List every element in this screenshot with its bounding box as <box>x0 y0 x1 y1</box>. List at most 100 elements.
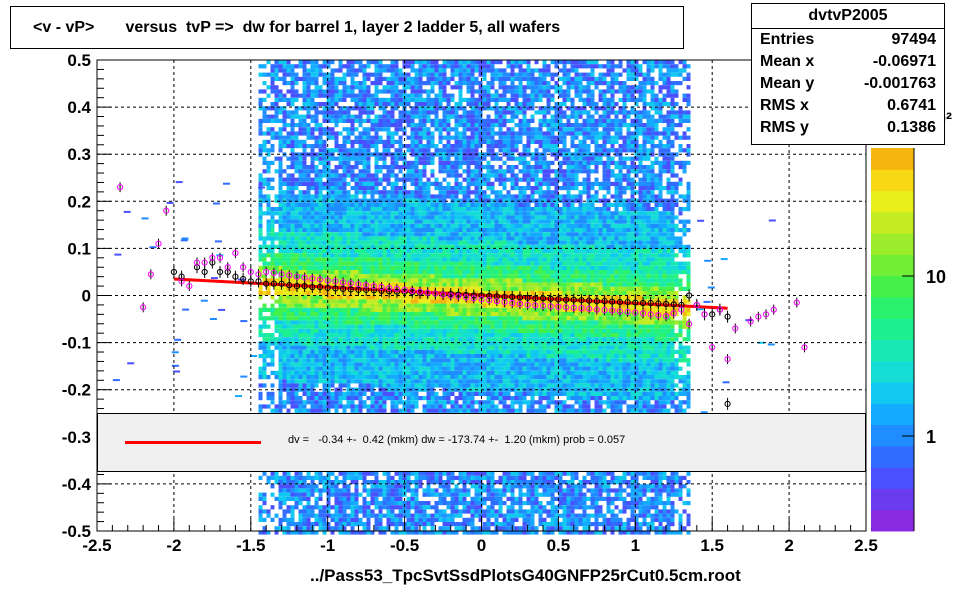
heatmap-cell <box>446 139 451 144</box>
heatmap-cell <box>350 64 355 69</box>
heatmap-cell <box>386 480 391 485</box>
heatmap-cell <box>318 370 323 375</box>
heatmap-cell <box>374 265 379 270</box>
heatmap-cell <box>394 85 399 90</box>
heatmap-cell <box>414 102 419 107</box>
heatmap-cell <box>358 316 363 321</box>
heatmap-cell <box>326 97 331 102</box>
heatmap-cell <box>302 249 307 254</box>
heatmap-cell <box>418 236 423 241</box>
heatmap-cell <box>326 396 331 401</box>
heatmap-cell <box>262 114 267 119</box>
heatmap-cell <box>258 375 263 380</box>
heatmap-cell <box>378 181 383 186</box>
heatmap-cell <box>310 89 315 94</box>
heatmap-cell <box>350 152 355 157</box>
heatmap-cell <box>298 118 303 123</box>
heatmap-cell <box>310 341 315 346</box>
heatmap-cell <box>410 358 415 363</box>
heatmap-cell <box>438 76 443 81</box>
heatmap-cell <box>366 169 371 174</box>
heatmap-cell <box>310 253 315 258</box>
heatmap-cell <box>354 341 359 346</box>
heatmap-cell <box>322 282 327 287</box>
heatmap-cell <box>302 165 307 170</box>
heatmap-cell <box>342 383 347 388</box>
heatmap-cell <box>330 156 335 161</box>
heatmap-cell <box>286 135 291 140</box>
heatmap-cell <box>330 81 335 86</box>
heatmap-cell <box>450 307 455 312</box>
heatmap-cell <box>322 286 327 291</box>
heatmap-cell <box>450 320 455 325</box>
heatmap-cell <box>370 72 375 77</box>
heatmap-cell <box>398 148 403 153</box>
heatmap-cell <box>286 215 291 220</box>
heatmap-cell <box>446 379 451 384</box>
heatmap-cell <box>450 530 455 535</box>
heatmap-cell <box>342 391 347 396</box>
heatmap-cell <box>426 97 431 102</box>
heatmap-cell <box>382 501 387 506</box>
heatmap-cell <box>310 81 315 86</box>
heatmap-cell <box>394 370 399 375</box>
heatmap-cell <box>462 139 467 144</box>
heatmap-cell <box>286 97 291 102</box>
heatmap-cell <box>334 522 339 527</box>
heatmap-cell <box>442 228 447 233</box>
heatmap-cell <box>430 144 435 149</box>
heatmap-cell <box>434 278 439 283</box>
heatmap-cell <box>450 362 455 367</box>
heatmap-cell <box>278 76 283 81</box>
heatmap-cell <box>286 257 291 262</box>
heatmap-cell <box>374 240 379 245</box>
heatmap-cell <box>446 362 451 367</box>
heatmap-cell <box>442 85 447 90</box>
heatmap-cell <box>398 257 403 262</box>
heatmap-cell <box>302 345 307 350</box>
heatmap-cell <box>394 337 399 342</box>
heatmap-cell <box>362 328 367 333</box>
heatmap-cell <box>366 265 371 270</box>
heatmap-cell <box>282 190 287 195</box>
heatmap-cell <box>458 274 463 279</box>
heatmap-cell <box>394 194 399 199</box>
heatmap-cell <box>434 316 439 321</box>
heatmap-cell <box>430 173 435 178</box>
heatmap-cell <box>382 387 387 392</box>
heatmap-cell <box>302 295 307 300</box>
heatmap-cell <box>454 400 459 405</box>
heatmap-cell <box>418 282 423 287</box>
heatmap-cell <box>338 366 343 371</box>
heatmap-cell <box>398 93 403 98</box>
heatmap-cell <box>354 202 359 207</box>
heatmap-cell <box>282 496 287 501</box>
heatmap-cell <box>362 249 367 254</box>
heatmap-cell <box>422 144 427 149</box>
heatmap-cell <box>330 190 335 195</box>
heatmap-cell <box>310 366 315 371</box>
heatmap-cell <box>406 501 411 506</box>
heatmap-cell <box>406 81 411 86</box>
heatmap-cell <box>458 118 463 123</box>
heatmap-cell <box>302 320 307 325</box>
heatmap-cell <box>406 387 411 392</box>
heatmap-cell <box>278 118 283 123</box>
heatmap-cell <box>270 232 275 237</box>
heatmap-cell <box>350 223 355 228</box>
heatmap-cell <box>430 68 435 73</box>
heatmap-cell <box>410 148 415 153</box>
heatmap-cell <box>374 333 379 338</box>
heatmap-cell <box>414 93 419 98</box>
heatmap-cell <box>438 383 443 388</box>
heatmap-cell <box>314 257 319 262</box>
heatmap-cell <box>322 186 327 191</box>
heatmap-cell <box>306 253 311 258</box>
heatmap-cell <box>378 253 383 258</box>
heatmap-cell <box>410 244 415 249</box>
heatmap-cell <box>322 480 327 485</box>
heatmap-cell <box>338 219 343 224</box>
heatmap-cell <box>414 110 419 115</box>
heatmap-cell <box>350 127 355 132</box>
heatmap-cell <box>286 186 291 191</box>
